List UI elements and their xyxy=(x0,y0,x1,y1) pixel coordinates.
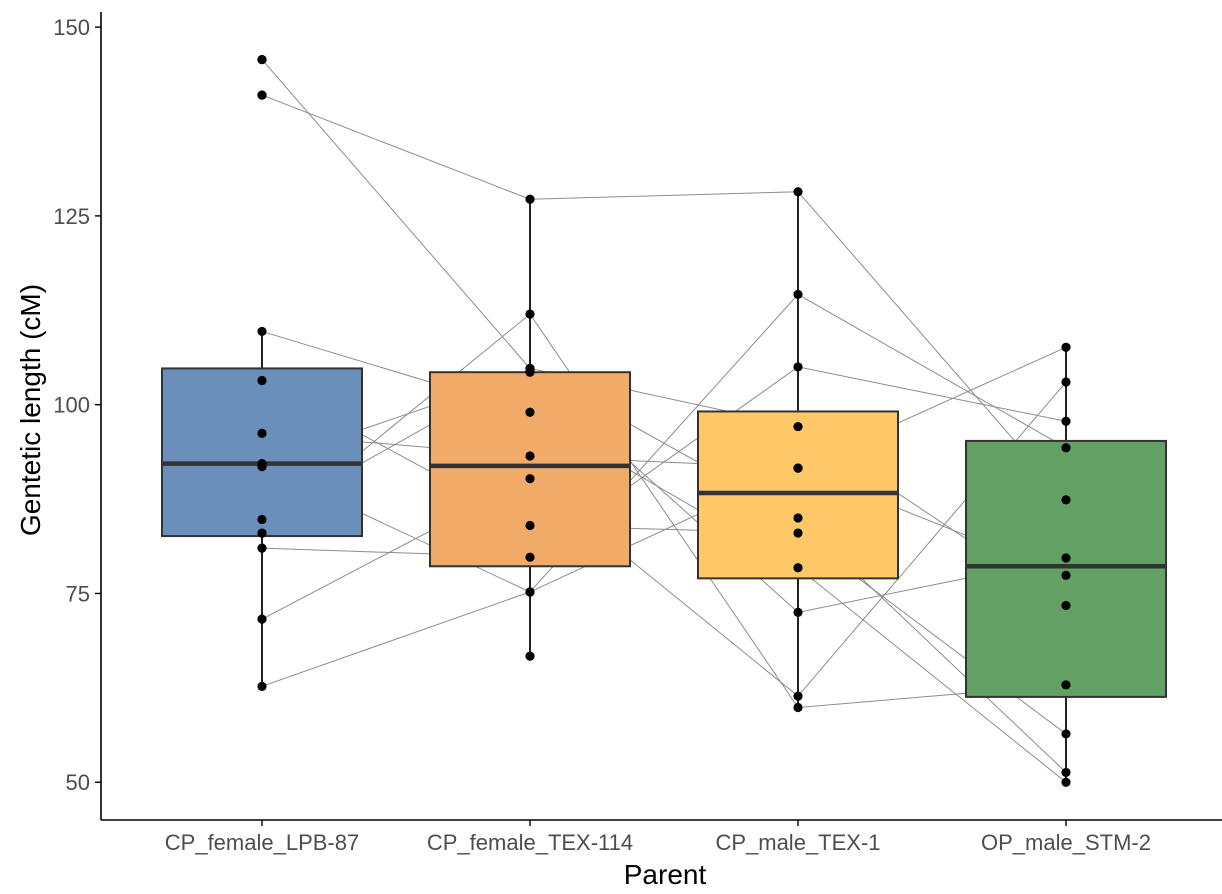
box-OP_male_STM-2 xyxy=(965,439,1167,698)
y-tick-label-50: 50 xyxy=(66,770,90,795)
data-point-8-CP_female_LPB-87 xyxy=(257,528,267,538)
data-point-9-CP_female_TEX-114 xyxy=(525,552,535,562)
x-tick-label-CP_female_LPB-87: CP_female_LPB-87 xyxy=(165,830,359,855)
y-tick-label-75: 75 xyxy=(66,581,90,606)
data-points xyxy=(257,54,1071,787)
data-point-3-CP_female_LPB-87 xyxy=(257,375,267,386)
data-point-9-CP_male_TEX-1 xyxy=(793,362,803,372)
data-point-4-CP_female_TEX-114 xyxy=(525,451,535,461)
data-point-10-CP_female_TEX-114 xyxy=(525,474,535,484)
data-point-7-OP_male_STM-2 xyxy=(1061,600,1071,611)
data-point-1-CP_female_LPB-87 xyxy=(257,90,267,100)
data-point-9-CP_female_LPB-87 xyxy=(257,543,267,553)
data-point-0-CP_female_LPB-87 xyxy=(257,54,267,65)
connector-line-5 xyxy=(261,371,1067,613)
data-point-8-OP_male_STM-2 xyxy=(1061,680,1071,690)
connector-line-8 xyxy=(261,313,1067,709)
data-point-2-CP_male_TEX-1 xyxy=(793,563,803,573)
connector-line-9 xyxy=(261,366,1067,558)
data-point-11-CP_female_LPB-87 xyxy=(257,681,267,691)
data-point-1-OP_male_STM-2 xyxy=(1061,495,1071,505)
connector-lines xyxy=(261,59,1067,783)
data-point-0-CP_male_TEX-1 xyxy=(793,513,803,523)
data-point-1-CP_male_TEX-1 xyxy=(793,187,803,197)
y-tick-label-150: 150 xyxy=(53,15,90,40)
data-point-6-OP_male_STM-2 xyxy=(1061,443,1071,453)
data-point-6-CP_male_TEX-1 xyxy=(793,289,803,300)
data-point-11-OP_male_STM-2 xyxy=(1061,342,1071,352)
data-point-11-CP_female_TEX-114 xyxy=(525,587,535,597)
data-point-2-CP_female_TEX-114 xyxy=(525,407,535,417)
data-point-11-CP_male_TEX-1 xyxy=(793,463,803,473)
data-point-3-OP_male_STM-2 xyxy=(1061,729,1071,739)
data-point-3-CP_male_TEX-1 xyxy=(793,528,803,538)
box-CP_female_LPB-87 xyxy=(161,367,363,538)
data-point-10-CP_female_LPB-87 xyxy=(257,614,267,624)
x-axis-title: Parent xyxy=(624,859,707,890)
data-point-12-CP_female_TEX-114 xyxy=(525,651,535,661)
connector-line-2 xyxy=(261,330,1067,783)
data-point-7-CP_female_TEX-114 xyxy=(525,363,535,374)
data-point-0-OP_male_STM-2 xyxy=(1061,767,1071,778)
box-CP_female_TEX-114 xyxy=(429,371,631,568)
connector-line-1 xyxy=(261,94,1067,501)
x-tick-label-OP_male_STM-2: OP_male_STM-2 xyxy=(981,830,1151,855)
data-point-4-CP_female_LPB-87 xyxy=(257,428,267,438)
data-point-8-CP_male_TEX-1 xyxy=(793,702,803,713)
data-point-7-CP_male_TEX-1 xyxy=(793,421,803,432)
connector-line-0 xyxy=(261,59,1067,773)
y-axis-title: Gentetic length (cM) xyxy=(15,284,46,536)
axes: 50 75 100 125 150 CP_female_LPB-87 CP_female_T… xyxy=(53,12,1222,855)
data-point-7-CP_female_LPB-87 xyxy=(257,514,267,525)
data-point-6-CP_female_LPB-87 xyxy=(257,461,267,472)
y-tick-label-125: 125 xyxy=(53,204,90,229)
data-point-8-CP_female_TEX-114 xyxy=(525,309,535,319)
connector-line-6 xyxy=(261,293,1067,593)
connector-line-7 xyxy=(261,367,1067,606)
data-point-10-CP_male_TEX-1 xyxy=(793,691,803,701)
x-tick-label-CP_female_TEX-114: CP_female_TEX-114 xyxy=(427,830,633,855)
connector-line-3 xyxy=(261,380,1067,735)
data-point-10-OP_male_STM-2 xyxy=(1061,377,1071,387)
connector-line-11 xyxy=(261,346,1067,687)
data-point-9-OP_male_STM-2 xyxy=(1061,416,1071,426)
boxes xyxy=(161,191,1167,783)
data-point-4-OP_male_STM-2 xyxy=(1061,570,1071,580)
data-point-5-CP_male_TEX-1 xyxy=(793,607,803,617)
connector-line-4 xyxy=(261,432,1067,576)
data-point-1-CP_female_TEX-114 xyxy=(525,194,535,204)
x-tick-label-CP_male_TEX-1: CP_male_TEX-1 xyxy=(715,830,880,855)
data-point-5-OP_male_STM-2 xyxy=(1061,553,1071,563)
connector-line-10 xyxy=(261,381,1067,697)
data-point-2-CP_female_LPB-87 xyxy=(257,326,267,337)
data-point-3-CP_female_TEX-114 xyxy=(525,520,535,531)
y-tick-label-100: 100 xyxy=(53,393,90,418)
data-point-2-OP_male_STM-2 xyxy=(1061,777,1071,787)
